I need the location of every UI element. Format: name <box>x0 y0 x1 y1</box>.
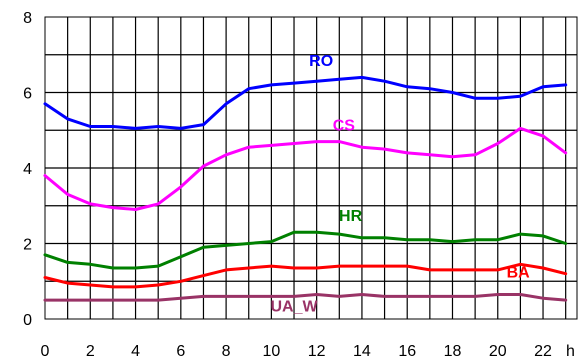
y-axis-tick-labels: 0 2 4 6 8 <box>23 10 32 329</box>
series-lines <box>43 75 568 302</box>
x-axis-label: h <box>566 343 575 360</box>
y-tick-label: 2 <box>23 237 32 254</box>
x-axis-tick-labels: 0 2 4 6 8 10 12 14 16 18 20 22 <box>41 343 552 360</box>
series-label-hr: HR <box>339 208 363 225</box>
series-label-ba: BA <box>507 264 531 281</box>
y-tick-label: 6 <box>23 86 32 103</box>
x-tick-label: 16 <box>398 343 416 360</box>
x-tick-label: 8 <box>222 343 231 360</box>
series-line-ua_w <box>43 293 568 302</box>
series-line-hr <box>43 230 568 270</box>
series-labels: RO CS HR BA UA_W <box>270 53 530 315</box>
x-tick-label: 10 <box>262 343 280 360</box>
grid-lines <box>45 17 577 319</box>
x-tick-label: 20 <box>489 343 507 360</box>
series-line-ba <box>43 262 568 289</box>
series-label-cs: CS <box>333 117 356 134</box>
x-tick-label: 0 <box>41 343 50 360</box>
series-label-ua_w: UA_W <box>270 298 318 315</box>
x-tick-label: 14 <box>353 343 371 360</box>
y-tick-label: 4 <box>23 161 32 178</box>
x-tick-label: 12 <box>308 343 326 360</box>
x-tick-label: 18 <box>444 343 462 360</box>
x-tick-label: 22 <box>534 343 552 360</box>
x-tick-label: 6 <box>176 343 185 360</box>
series-label-ro: RO <box>309 53 333 70</box>
series-line-cs <box>43 126 568 211</box>
y-tick-label: 8 <box>23 10 32 27</box>
x-tick-label: 2 <box>86 343 95 360</box>
series-line-ro <box>43 75 568 130</box>
x-tick-label: 4 <box>131 343 140 360</box>
y-tick-label: 0 <box>23 312 32 329</box>
